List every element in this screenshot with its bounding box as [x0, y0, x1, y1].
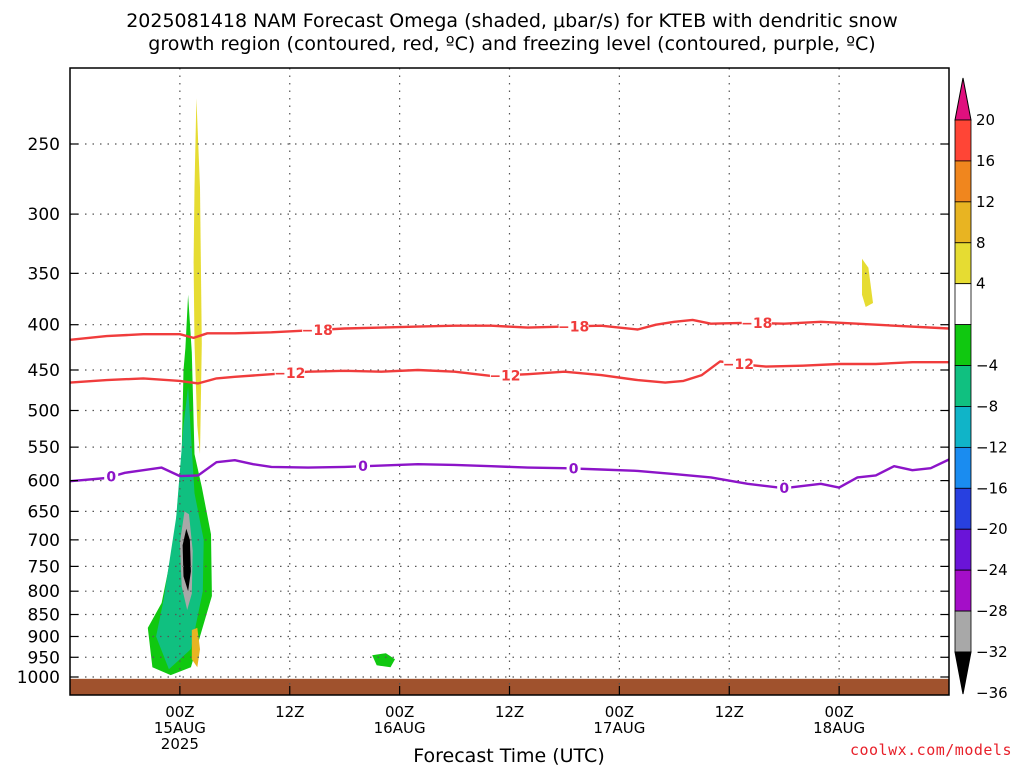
colorbar-label: −32	[976, 643, 1008, 661]
chart-title-line-1: 2025081418 NAM Forecast Omega (shaded, μ…	[126, 10, 898, 32]
x-tick-label: 12Z	[715, 703, 744, 721]
colorbar: 20 16 12 8 4 −4 −8 −12 −16 −20 −24 −28 −32 −36	[954, 77, 1008, 702]
contour-label: −18	[558, 319, 589, 335]
colorbar-bottom-arrow	[954, 651, 972, 695]
contour-label-bg	[723, 356, 754, 371]
contour-label-bg	[104, 469, 119, 484]
contour-label: 0	[106, 470, 116, 486]
x-tick-label: 17AUG	[593, 719, 645, 737]
y-tick-label: 600	[28, 472, 60, 492]
contour-label: −12	[723, 357, 754, 373]
colorbar-bin	[954, 528, 972, 571]
y-tick-label: 1000	[17, 668, 60, 688]
omega-shading	[147, 98, 873, 676]
colorbar-label: −4	[976, 357, 998, 375]
colorbar-bin	[954, 610, 972, 653]
x-tick-label: 16AUG	[374, 719, 426, 737]
x-tick-label: 15AUG	[154, 719, 206, 737]
x-tick-label: 12Z	[275, 703, 304, 721]
omega-shaded-region	[193, 98, 202, 455]
colorbar-label: 8	[976, 234, 986, 252]
colorbar-label: −36	[976, 684, 1008, 702]
x-tick-label: 18AUG	[813, 719, 865, 737]
colorbar-label: 12	[976, 193, 995, 211]
contour-label: 0	[569, 462, 579, 478]
y-tick-label: 850	[28, 606, 60, 626]
colorbar-bin	[954, 406, 972, 448]
plot-axes: 2503003504004505005506006507007508008509…	[17, 67, 950, 753]
contour-lines: −18 −18 −18 −12 −12 −12 0 0 0 0	[70, 316, 949, 497]
x-tick-label: 00Z	[165, 703, 194, 721]
x-tick-label: 2025	[161, 735, 199, 753]
colorbar-label: −20	[976, 520, 1008, 538]
watermark-text: coolwx.com/models	[849, 741, 1012, 759]
contour-label: 0	[358, 459, 368, 475]
y-tick-label: 400	[28, 316, 60, 336]
contour-label-bg	[777, 481, 792, 496]
omega-shaded-band	[156, 386, 204, 670]
colorbar-bin	[954, 201, 972, 244]
contour-label-bg	[356, 459, 370, 474]
y-tick-label: 900	[28, 627, 60, 647]
contour-label-bg	[741, 316, 772, 331]
y-tick-label: 700	[28, 531, 60, 551]
colorbar-top-arrow	[954, 77, 972, 121]
contour-label: −12	[489, 368, 520, 384]
contour-label-bg	[558, 319, 589, 334]
omega-shaded-region	[372, 653, 395, 668]
colorbar-bin	[954, 119, 972, 162]
colorbar-label: −16	[976, 479, 1008, 497]
y-tick-label: 550	[28, 438, 60, 458]
y-tick-label: 350	[28, 264, 60, 284]
x-tick-label: 00Z	[605, 703, 634, 721]
x-tick-label: 12Z	[495, 703, 524, 721]
colorbar-label: −24	[976, 561, 1008, 579]
colorbar-bin	[954, 487, 972, 530]
y-tick-label: 800	[28, 582, 60, 602]
x-tick-label: 00Z	[385, 703, 414, 721]
contour-line	[70, 360, 949, 385]
contour-line	[70, 318, 949, 341]
contour-label-bg	[489, 368, 520, 383]
contour-label: −12	[274, 366, 305, 382]
contour-label-bg	[274, 365, 305, 380]
colorbar-label: 16	[976, 152, 995, 170]
y-tick-label: 750	[28, 557, 60, 577]
chart-title-line-2: growth region (contoured, red, ºC) and f…	[148, 33, 876, 55]
contour-label: −18	[741, 316, 772, 332]
colorbar-bin	[954, 283, 972, 326]
y-tick-label: 950	[28, 648, 60, 668]
contour-label-bg	[566, 461, 581, 476]
contour-label: −18	[302, 323, 333, 339]
omega-shaded-region	[182, 528, 191, 592]
contour-label-bg	[302, 322, 333, 337]
colorbar-bin	[954, 160, 972, 203]
contour-label: 0	[779, 481, 789, 497]
x-axis-title: Forecast Time (UTC)	[413, 745, 604, 767]
y-tick-label: 450	[28, 361, 60, 381]
x-tick-label: 00Z	[824, 703, 853, 721]
colorbar-bin	[954, 324, 972, 366]
colorbar-label: −8	[976, 397, 998, 415]
colorbar-label: −28	[976, 602, 1008, 620]
contour-line	[70, 458, 949, 490]
y-tick-label: 500	[28, 402, 60, 422]
colorbar-label: −12	[976, 438, 1008, 456]
omega-shaded-region	[862, 258, 873, 307]
colorbar-label: 4	[976, 275, 986, 293]
colorbar-bin	[954, 242, 972, 285]
y-tick-label: 300	[28, 205, 60, 225]
y-tick-label: 250	[28, 135, 60, 155]
colorbar-label: 20	[976, 111, 995, 129]
y-tick-label: 650	[28, 502, 60, 522]
colorbar-bin	[954, 446, 972, 489]
colorbar-bin	[954, 365, 972, 407]
colorbar-bin	[954, 569, 972, 612]
